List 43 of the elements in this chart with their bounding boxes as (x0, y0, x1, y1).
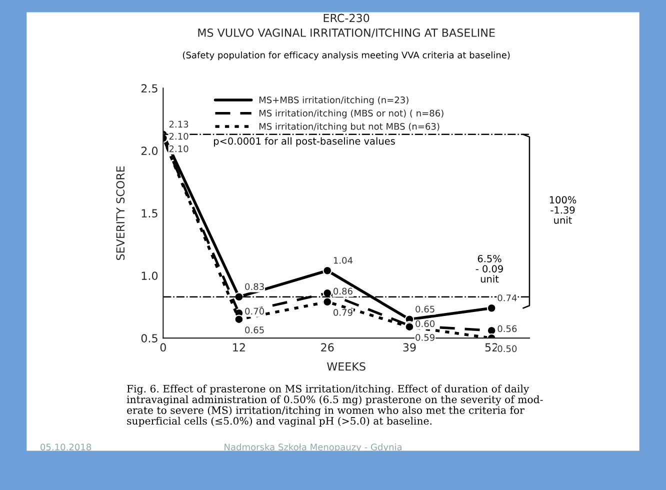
chart-subtitle: MS VULVO VAGINAL IRRITATION/ITCHING AT BASELINE (198, 28, 495, 38)
point (486, 303, 496, 313)
data-label: 0.74 (498, 294, 517, 302)
y-axis-title: SEVERITY SCORE (116, 166, 125, 260)
y-tick-label: 1.0 (142, 272, 158, 280)
text: 05.10.2018 (40, 444, 92, 450)
x-tick-label: 0 (160, 343, 166, 352)
point (322, 297, 332, 307)
x-tick-label: 39 (403, 343, 416, 352)
annotation: 6.5% - 0.09 unit (476, 254, 503, 283)
x-tick-label: 12 (233, 343, 245, 352)
point (322, 266, 332, 276)
data-label: 0.86 (334, 288, 352, 295)
caption: Fig. 6. Effect of prasterone on MS irritation/itching. Effect of duration of daily intravaginal administration of 0.50% (6.5 mg) prasterone on the severity of mod- erate to severe (MS) irritation/itching in women who also met the criteria for superficial cells (≤5.0%) and vaginal pH (>5.0) at baseline. (126, 384, 543, 427)
legend-label: MS+MBS irritation/itching (n=23) (259, 96, 408, 106)
data-label: 0.65 (245, 326, 264, 334)
y-tick-label: 2.0 (141, 146, 158, 156)
data-label: 0.56 (498, 325, 517, 332)
data-label: 2.10 (169, 132, 188, 140)
text: 100% -1.39 unit (550, 196, 576, 224)
data-label: 0.83 (245, 283, 264, 290)
y-tick-label: 2.5 (141, 84, 158, 93)
data-label: 2.10 (169, 145, 188, 152)
legend-label: MS irritation/itching (MBS or not) ( n=86) (259, 110, 444, 118)
text: Nadmorska Szkoła Menopauzy - Gdynia (224, 443, 402, 452)
data-label: 1.04 (334, 256, 353, 264)
data-label: 0.65 (416, 306, 434, 313)
text: (Safety population for efficacy analysis meeting VVA criteria at baseline) (182, 51, 510, 60)
data-label: 0.59 (416, 334, 434, 341)
data-label: 0.60 (416, 320, 435, 328)
x-axis-title: WEEKS (327, 362, 366, 371)
data-label: 0.50 (498, 345, 517, 352)
x-tick-label: 52 (485, 343, 498, 352)
point (234, 314, 244, 324)
y-tick-label: 0.5 (141, 334, 158, 342)
annotation: p<0.0001 for all post-baseline values (214, 137, 395, 147)
data-label: 0.79 (334, 309, 352, 316)
legend-label: MS irritation/itching but not MBS (n=63) (259, 122, 440, 132)
data-label: 0.70 (245, 308, 264, 315)
y-tick-label: 1.5 (142, 209, 158, 218)
chart-title: ERC-230 (324, 14, 370, 22)
data-label: 2.13 (169, 120, 188, 128)
x-tick-label: 26 (321, 343, 334, 352)
